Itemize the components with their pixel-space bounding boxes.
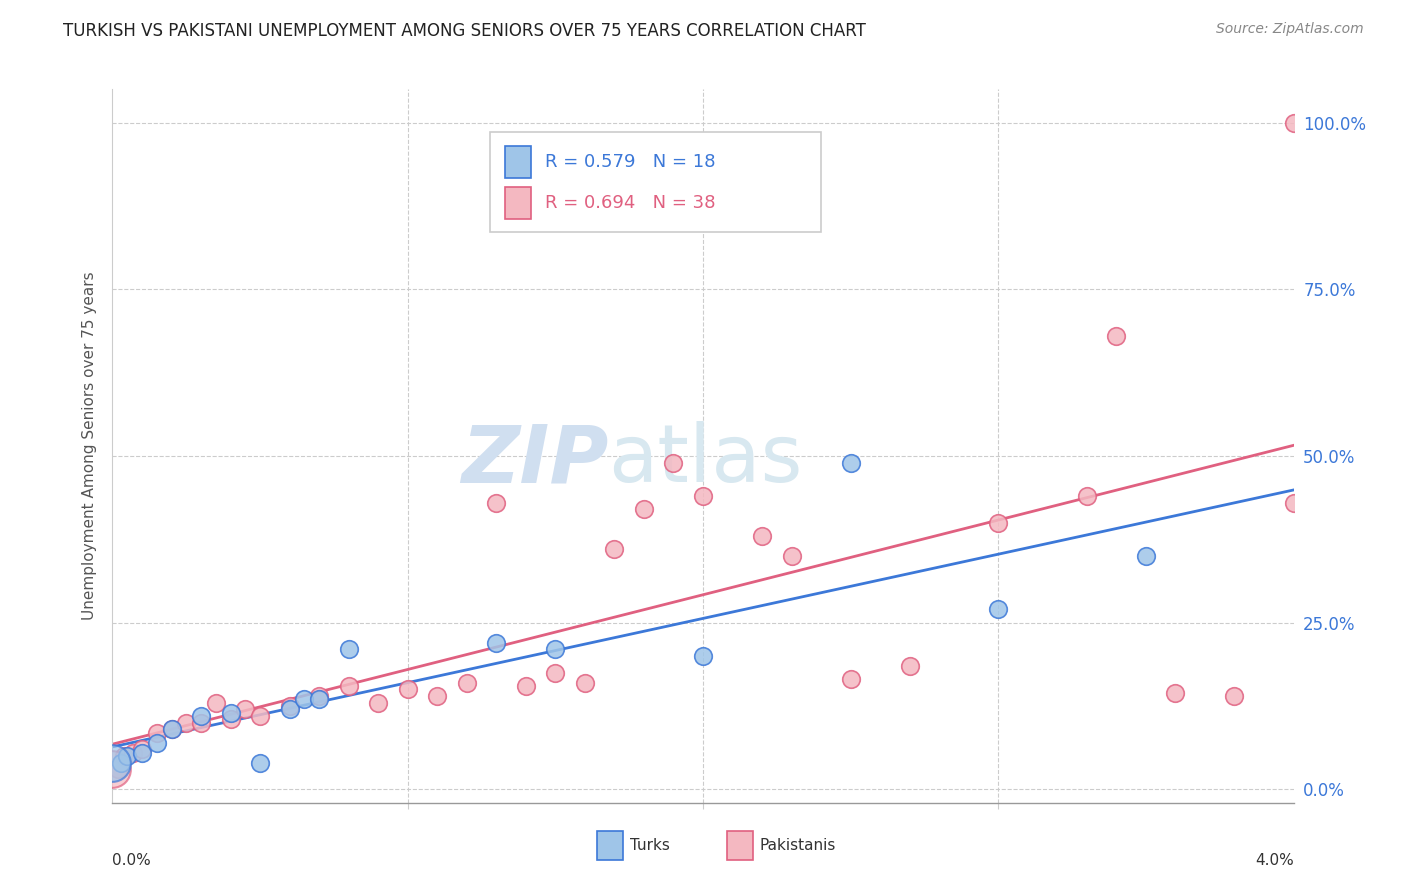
Point [839, 673, 862, 687]
Text: Turks: Turks [630, 838, 669, 853]
FancyBboxPatch shape [596, 831, 623, 860]
Point [574, 675, 596, 690]
Text: R = 0.579   N = 18: R = 0.579 N = 18 [544, 153, 716, 171]
Point [107, 763, 129, 777]
Point [233, 702, 256, 716]
Text: atlas: atlas [609, 421, 803, 500]
Point [426, 689, 449, 703]
Point [112, 749, 135, 764]
Point [1164, 686, 1187, 700]
Point [662, 456, 685, 470]
Point [1135, 549, 1157, 563]
Point [485, 496, 508, 510]
Point [122, 746, 145, 760]
FancyBboxPatch shape [491, 132, 821, 232]
Point [1105, 329, 1128, 343]
Point [146, 725, 169, 739]
Text: Source: ZipAtlas.com: Source: ZipAtlas.com [1216, 22, 1364, 37]
Point [278, 699, 301, 714]
Point [308, 692, 330, 706]
Point [101, 763, 124, 777]
Point [987, 602, 1010, 616]
Point [987, 516, 1010, 530]
Point [692, 489, 714, 503]
Point [396, 682, 419, 697]
Point [780, 549, 803, 563]
Point [190, 709, 212, 723]
Text: 4.0%: 4.0% [1254, 853, 1294, 868]
Point [190, 715, 212, 730]
FancyBboxPatch shape [727, 831, 752, 860]
Text: ZIP: ZIP [461, 421, 609, 500]
Point [751, 529, 773, 543]
Point [131, 746, 153, 760]
Point [485, 636, 508, 650]
Point [219, 713, 242, 727]
Point [603, 542, 626, 557]
Point [1282, 496, 1305, 510]
Point [292, 692, 315, 706]
Point [308, 689, 330, 703]
Text: R = 0.694   N = 38: R = 0.694 N = 38 [544, 194, 716, 212]
FancyBboxPatch shape [505, 187, 530, 219]
Point [160, 723, 183, 737]
Point [110, 756, 132, 770]
Point [278, 702, 301, 716]
Point [219, 706, 242, 720]
Text: TURKISH VS PAKISTANI UNEMPLOYMENT AMONG SENIORS OVER 75 YEARS CORRELATION CHART: TURKISH VS PAKISTANI UNEMPLOYMENT AMONG … [63, 22, 866, 40]
Point [205, 696, 228, 710]
Point [249, 756, 271, 770]
Point [367, 696, 389, 710]
Point [839, 456, 862, 470]
FancyBboxPatch shape [505, 146, 530, 178]
Point [692, 649, 714, 664]
Point [160, 723, 183, 737]
Y-axis label: Unemployment Among Seniors over 75 years: Unemployment Among Seniors over 75 years [82, 272, 97, 620]
Point [337, 679, 360, 693]
Point [117, 749, 138, 764]
Text: 0.0%: 0.0% [112, 853, 152, 868]
Point [146, 736, 169, 750]
Point [337, 642, 360, 657]
Point [898, 659, 921, 673]
Point [456, 675, 478, 690]
Point [515, 679, 537, 693]
Text: Pakistanis: Pakistanis [759, 838, 837, 853]
Point [1076, 489, 1098, 503]
Point [1223, 689, 1246, 703]
Point [544, 665, 567, 680]
Point [544, 642, 567, 657]
Point [131, 742, 153, 756]
Point [101, 756, 124, 770]
Point [1282, 115, 1305, 129]
Point [633, 502, 655, 516]
Point [174, 715, 197, 730]
Point [249, 709, 271, 723]
